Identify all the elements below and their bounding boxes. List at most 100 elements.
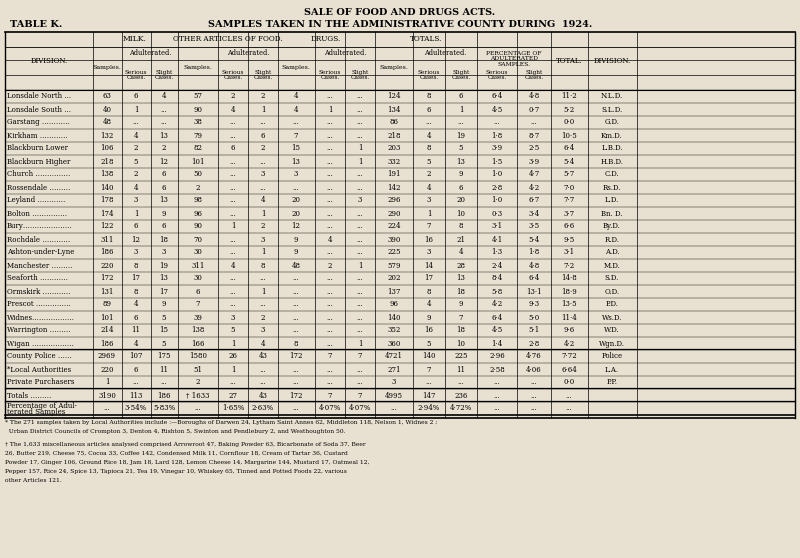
Text: 2: 2 bbox=[196, 184, 200, 191]
Text: 8: 8 bbox=[294, 339, 298, 348]
Text: 2: 2 bbox=[261, 145, 266, 152]
Text: 2: 2 bbox=[196, 378, 200, 387]
Text: ...: ... bbox=[326, 196, 334, 204]
Text: 4: 4 bbox=[294, 93, 298, 100]
Text: 0·0: 0·0 bbox=[563, 378, 574, 387]
Text: ...: ... bbox=[260, 275, 266, 282]
Text: 140: 140 bbox=[100, 184, 114, 191]
Text: 40: 40 bbox=[102, 105, 111, 113]
Text: 6: 6 bbox=[426, 105, 431, 113]
Text: Serious
Cases.: Serious Cases. bbox=[222, 70, 244, 80]
Text: 3·54%: 3·54% bbox=[125, 405, 147, 412]
Text: ...: ... bbox=[357, 171, 363, 179]
Text: 2·8: 2·8 bbox=[491, 184, 502, 191]
Text: Serious
Cases.: Serious Cases. bbox=[319, 70, 341, 80]
Text: 16: 16 bbox=[425, 326, 434, 334]
Text: R.D.: R.D. bbox=[605, 235, 619, 243]
Text: 2·63%: 2·63% bbox=[252, 405, 274, 412]
Text: 4: 4 bbox=[134, 184, 138, 191]
Text: P.P.: P.P. bbox=[606, 378, 618, 387]
Text: Percentage of Adul-: Percentage of Adul- bbox=[7, 402, 77, 411]
Text: ...: ... bbox=[357, 326, 363, 334]
Text: ...: ... bbox=[293, 405, 299, 412]
Text: 3: 3 bbox=[392, 378, 396, 387]
Text: 13: 13 bbox=[457, 157, 466, 166]
Text: ...: ... bbox=[230, 275, 236, 282]
Text: 4·7: 4·7 bbox=[528, 171, 540, 179]
Text: 1·4: 1·4 bbox=[491, 339, 502, 348]
Text: ...: ... bbox=[530, 405, 538, 412]
Text: 186: 186 bbox=[158, 392, 170, 400]
Text: 4: 4 bbox=[230, 105, 235, 113]
Text: ...: ... bbox=[326, 157, 334, 166]
Text: 9: 9 bbox=[458, 301, 463, 309]
Text: 4·5: 4·5 bbox=[491, 326, 502, 334]
Text: ...: ... bbox=[326, 184, 334, 191]
Text: 6: 6 bbox=[230, 145, 235, 152]
Text: ...: ... bbox=[293, 378, 299, 387]
Text: 2: 2 bbox=[261, 93, 266, 100]
Text: H.B.D.: H.B.D. bbox=[601, 157, 623, 166]
Text: 5: 5 bbox=[230, 326, 235, 334]
Text: 28: 28 bbox=[457, 262, 466, 270]
Text: ...: ... bbox=[494, 405, 500, 412]
Text: 140: 140 bbox=[387, 314, 401, 321]
Text: ...: ... bbox=[293, 275, 299, 282]
Text: 2·4: 2·4 bbox=[491, 262, 502, 270]
Text: 12: 12 bbox=[131, 235, 141, 243]
Text: ...: ... bbox=[230, 157, 236, 166]
Text: 43: 43 bbox=[258, 353, 267, 360]
Text: 3·4: 3·4 bbox=[529, 209, 539, 218]
Text: ...: ... bbox=[230, 209, 236, 218]
Text: L.A.: L.A. bbox=[605, 365, 619, 373]
Text: 1580: 1580 bbox=[189, 353, 207, 360]
Text: *Local Authorities: *Local Authorities bbox=[7, 365, 71, 373]
Text: † 1633: † 1633 bbox=[186, 392, 210, 400]
Text: 7: 7 bbox=[426, 365, 431, 373]
Text: 6: 6 bbox=[134, 93, 138, 100]
Text: ...: ... bbox=[357, 235, 363, 243]
Text: 13·1: 13·1 bbox=[526, 287, 542, 296]
Text: 4·2: 4·2 bbox=[491, 301, 502, 309]
Text: 6: 6 bbox=[196, 287, 200, 296]
Text: Blackburn Lower: Blackburn Lower bbox=[7, 145, 68, 152]
Text: 138: 138 bbox=[191, 326, 205, 334]
Text: 27: 27 bbox=[229, 392, 238, 400]
Text: 124: 124 bbox=[387, 93, 401, 100]
Text: 137: 137 bbox=[387, 287, 401, 296]
Text: ...: ... bbox=[326, 209, 334, 218]
Text: 147: 147 bbox=[422, 392, 436, 400]
Text: ...: ... bbox=[230, 235, 236, 243]
Text: 332: 332 bbox=[387, 157, 401, 166]
Text: 140: 140 bbox=[422, 353, 436, 360]
Text: ...: ... bbox=[293, 314, 299, 321]
Text: Serious
Cases.: Serious Cases. bbox=[486, 70, 508, 80]
Text: 2·58: 2·58 bbox=[489, 365, 505, 373]
Text: 9·5: 9·5 bbox=[563, 235, 574, 243]
Text: 10: 10 bbox=[457, 339, 466, 348]
Text: 5·7: 5·7 bbox=[563, 171, 574, 179]
Text: 7: 7 bbox=[294, 132, 298, 140]
Text: 14·8: 14·8 bbox=[561, 275, 577, 282]
Text: 4: 4 bbox=[134, 301, 138, 309]
Text: 0·7: 0·7 bbox=[528, 105, 540, 113]
Text: 90: 90 bbox=[194, 223, 202, 230]
Text: 6·7: 6·7 bbox=[528, 196, 540, 204]
Text: ...: ... bbox=[260, 378, 266, 387]
Text: 4·2: 4·2 bbox=[528, 184, 540, 191]
Text: 3: 3 bbox=[294, 171, 298, 179]
Text: 4: 4 bbox=[134, 132, 138, 140]
Text: Samples.: Samples. bbox=[183, 65, 213, 70]
Text: 26: 26 bbox=[229, 353, 238, 360]
Text: Slight
Cases.: Slight Cases. bbox=[254, 70, 273, 80]
Text: Adulterated.: Adulterated. bbox=[227, 49, 269, 57]
Text: 360: 360 bbox=[387, 339, 401, 348]
Text: ...: ... bbox=[133, 118, 139, 127]
Text: 218: 218 bbox=[100, 157, 114, 166]
Text: 1: 1 bbox=[358, 157, 362, 166]
Text: 39: 39 bbox=[194, 314, 202, 321]
Text: 5: 5 bbox=[134, 157, 138, 166]
Text: ...: ... bbox=[357, 118, 363, 127]
Text: 214: 214 bbox=[100, 326, 114, 334]
Text: 172: 172 bbox=[290, 392, 302, 400]
